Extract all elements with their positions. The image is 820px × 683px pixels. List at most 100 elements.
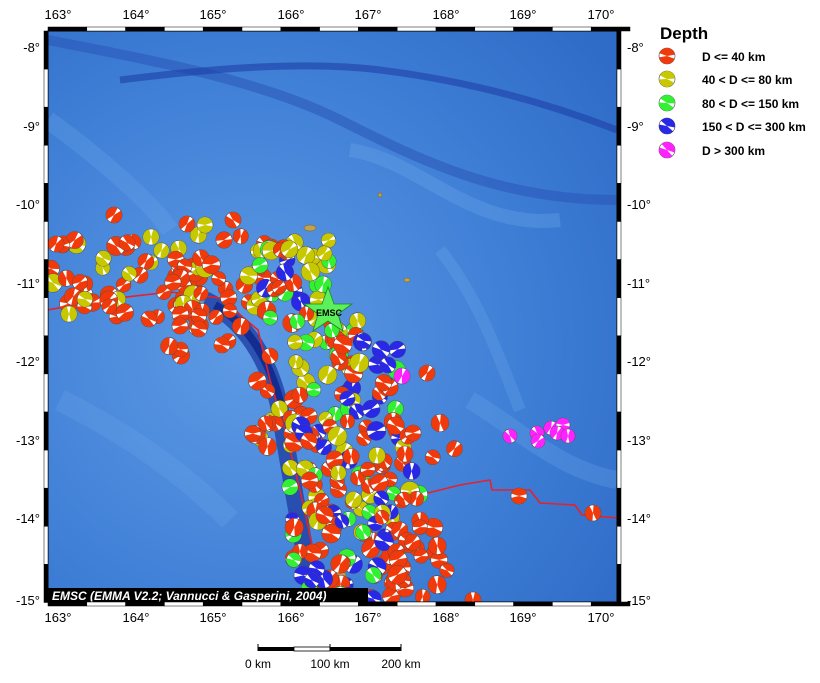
focal-mechanism — [658, 47, 676, 65]
lon-label-top: 163° — [45, 7, 72, 22]
lat-label-left: -8° — [23, 40, 40, 55]
focal-mechanism — [222, 303, 238, 319]
lat-label-left: -14° — [16, 511, 40, 526]
lon-label-top: 167° — [355, 7, 382, 22]
lon-label-bottom: 165° — [200, 610, 227, 625]
focal-mechanism — [121, 266, 137, 282]
focal-mechanism — [71, 274, 89, 291]
focal-mechanism — [306, 382, 322, 397]
focal-mechanism — [502, 428, 518, 444]
focal-mechanism — [387, 564, 408, 585]
legend-label: 40 < D <= 80 km — [702, 73, 792, 87]
lat-label-right: -10° — [627, 197, 651, 212]
focal-mechanism — [118, 234, 136, 252]
focal-mechanism — [105, 206, 123, 224]
focal-mechanism — [60, 305, 78, 323]
focal-mechanism — [58, 269, 75, 287]
focal-mechanism — [530, 433, 546, 449]
focal-mechanism — [220, 289, 238, 307]
legend-label: D <= 40 km — [702, 50, 765, 64]
focal-mechanism — [418, 364, 436, 382]
focal-mechanism — [270, 400, 288, 418]
focal-mechanism — [374, 510, 390, 525]
scale-bar: 0 km 100 km 200 km — [245, 644, 421, 671]
focal-mechanism — [368, 446, 386, 465]
focal-mechanism — [101, 298, 118, 315]
focal-mechanism — [404, 533, 422, 551]
focal-mechanism — [115, 303, 134, 322]
focal-mechanism — [396, 491, 412, 507]
focal-mechanism — [296, 246, 316, 265]
focal-mechanism — [76, 291, 93, 308]
focal-mechanism — [300, 471, 319, 490]
focal-mechanism — [258, 437, 277, 456]
focal-mechanism — [360, 461, 376, 478]
longitude-labels: 163° 164° 165° 166° 167° 168° 169° 170° … — [45, 7, 615, 625]
focal-mechanism — [373, 490, 390, 507]
focal-mechanism — [388, 340, 406, 358]
focal-mechanism — [65, 231, 84, 249]
focal-mechanism — [345, 491, 362, 508]
lat-label-right: -14° — [627, 511, 651, 526]
focal-mechanism — [286, 552, 302, 568]
focal-mechanism — [333, 335, 353, 355]
focal-mechanism — [318, 365, 338, 385]
lat-label-left: -11° — [17, 276, 40, 291]
lon-label-top: 166° — [278, 7, 305, 22]
legend-label: D > 300 km — [702, 144, 765, 158]
focal-mechanism — [362, 399, 381, 419]
focal-mechanism — [413, 548, 429, 564]
focal-mechanism — [404, 424, 422, 442]
focal-mechanism — [224, 211, 242, 229]
focal-mechanism — [300, 432, 318, 450]
focal-mechanism — [281, 478, 299, 496]
focal-mechanism — [330, 464, 347, 481]
focal-mechanism — [137, 253, 155, 270]
focal-mechanism — [510, 487, 528, 505]
lon-label-top: 170° — [588, 7, 615, 22]
focal-mechanism — [658, 94, 676, 112]
focal-mechanism — [300, 262, 320, 282]
focal-mechanism — [439, 562, 455, 578]
focal-mechanism — [366, 421, 387, 441]
lat-label-right: -15° — [627, 593, 651, 608]
lat-label-right: -8° — [627, 40, 644, 55]
scale-label: 200 km — [381, 657, 420, 671]
focal-mechanism — [393, 367, 411, 385]
focal-mechanism — [316, 439, 332, 456]
focal-mechanism — [427, 575, 447, 595]
focal-mechanism — [208, 309, 224, 325]
focal-mechanism — [423, 517, 444, 538]
focal-mechanism — [330, 554, 350, 574]
credit-text: EMSC (EMMA V2.2; Vannucci & Gasperini, 2… — [52, 589, 327, 603]
axis-ticks — [43, 26, 631, 607]
focal-mechanism — [321, 523, 341, 544]
focal-mechanism — [371, 340, 391, 360]
focal-mechanism — [289, 313, 306, 330]
focal-mechanism — [193, 286, 209, 301]
focal-mechanism — [257, 415, 274, 432]
focal-mechanism — [340, 414, 355, 429]
lat-label-left: -15° — [16, 593, 40, 608]
scale-label: 100 km — [310, 657, 349, 671]
focal-mechanism — [327, 426, 348, 446]
focal-mechanism — [356, 333, 372, 349]
focal-mechanism — [316, 245, 333, 262]
focal-mechanism — [320, 232, 337, 248]
focal-mechanism — [379, 356, 397, 374]
lat-label-left: -12° — [16, 354, 40, 369]
focal-mechanism — [284, 517, 304, 537]
focal-mechanism — [48, 235, 65, 253]
island — [303, 224, 317, 232]
focal-mechanisms — [48, 206, 602, 602]
lon-label-top: 165° — [200, 7, 227, 22]
focal-mechanism — [348, 403, 365, 420]
focal-mechanism — [349, 312, 366, 330]
focal-mechanism — [190, 320, 208, 338]
focal-mechanism — [164, 273, 182, 291]
focal-mechanism — [291, 387, 308, 404]
island — [377, 192, 383, 198]
focal-mechanism — [171, 317, 189, 335]
focal-mechanism — [325, 450, 344, 469]
focal-mechanism — [280, 240, 299, 258]
